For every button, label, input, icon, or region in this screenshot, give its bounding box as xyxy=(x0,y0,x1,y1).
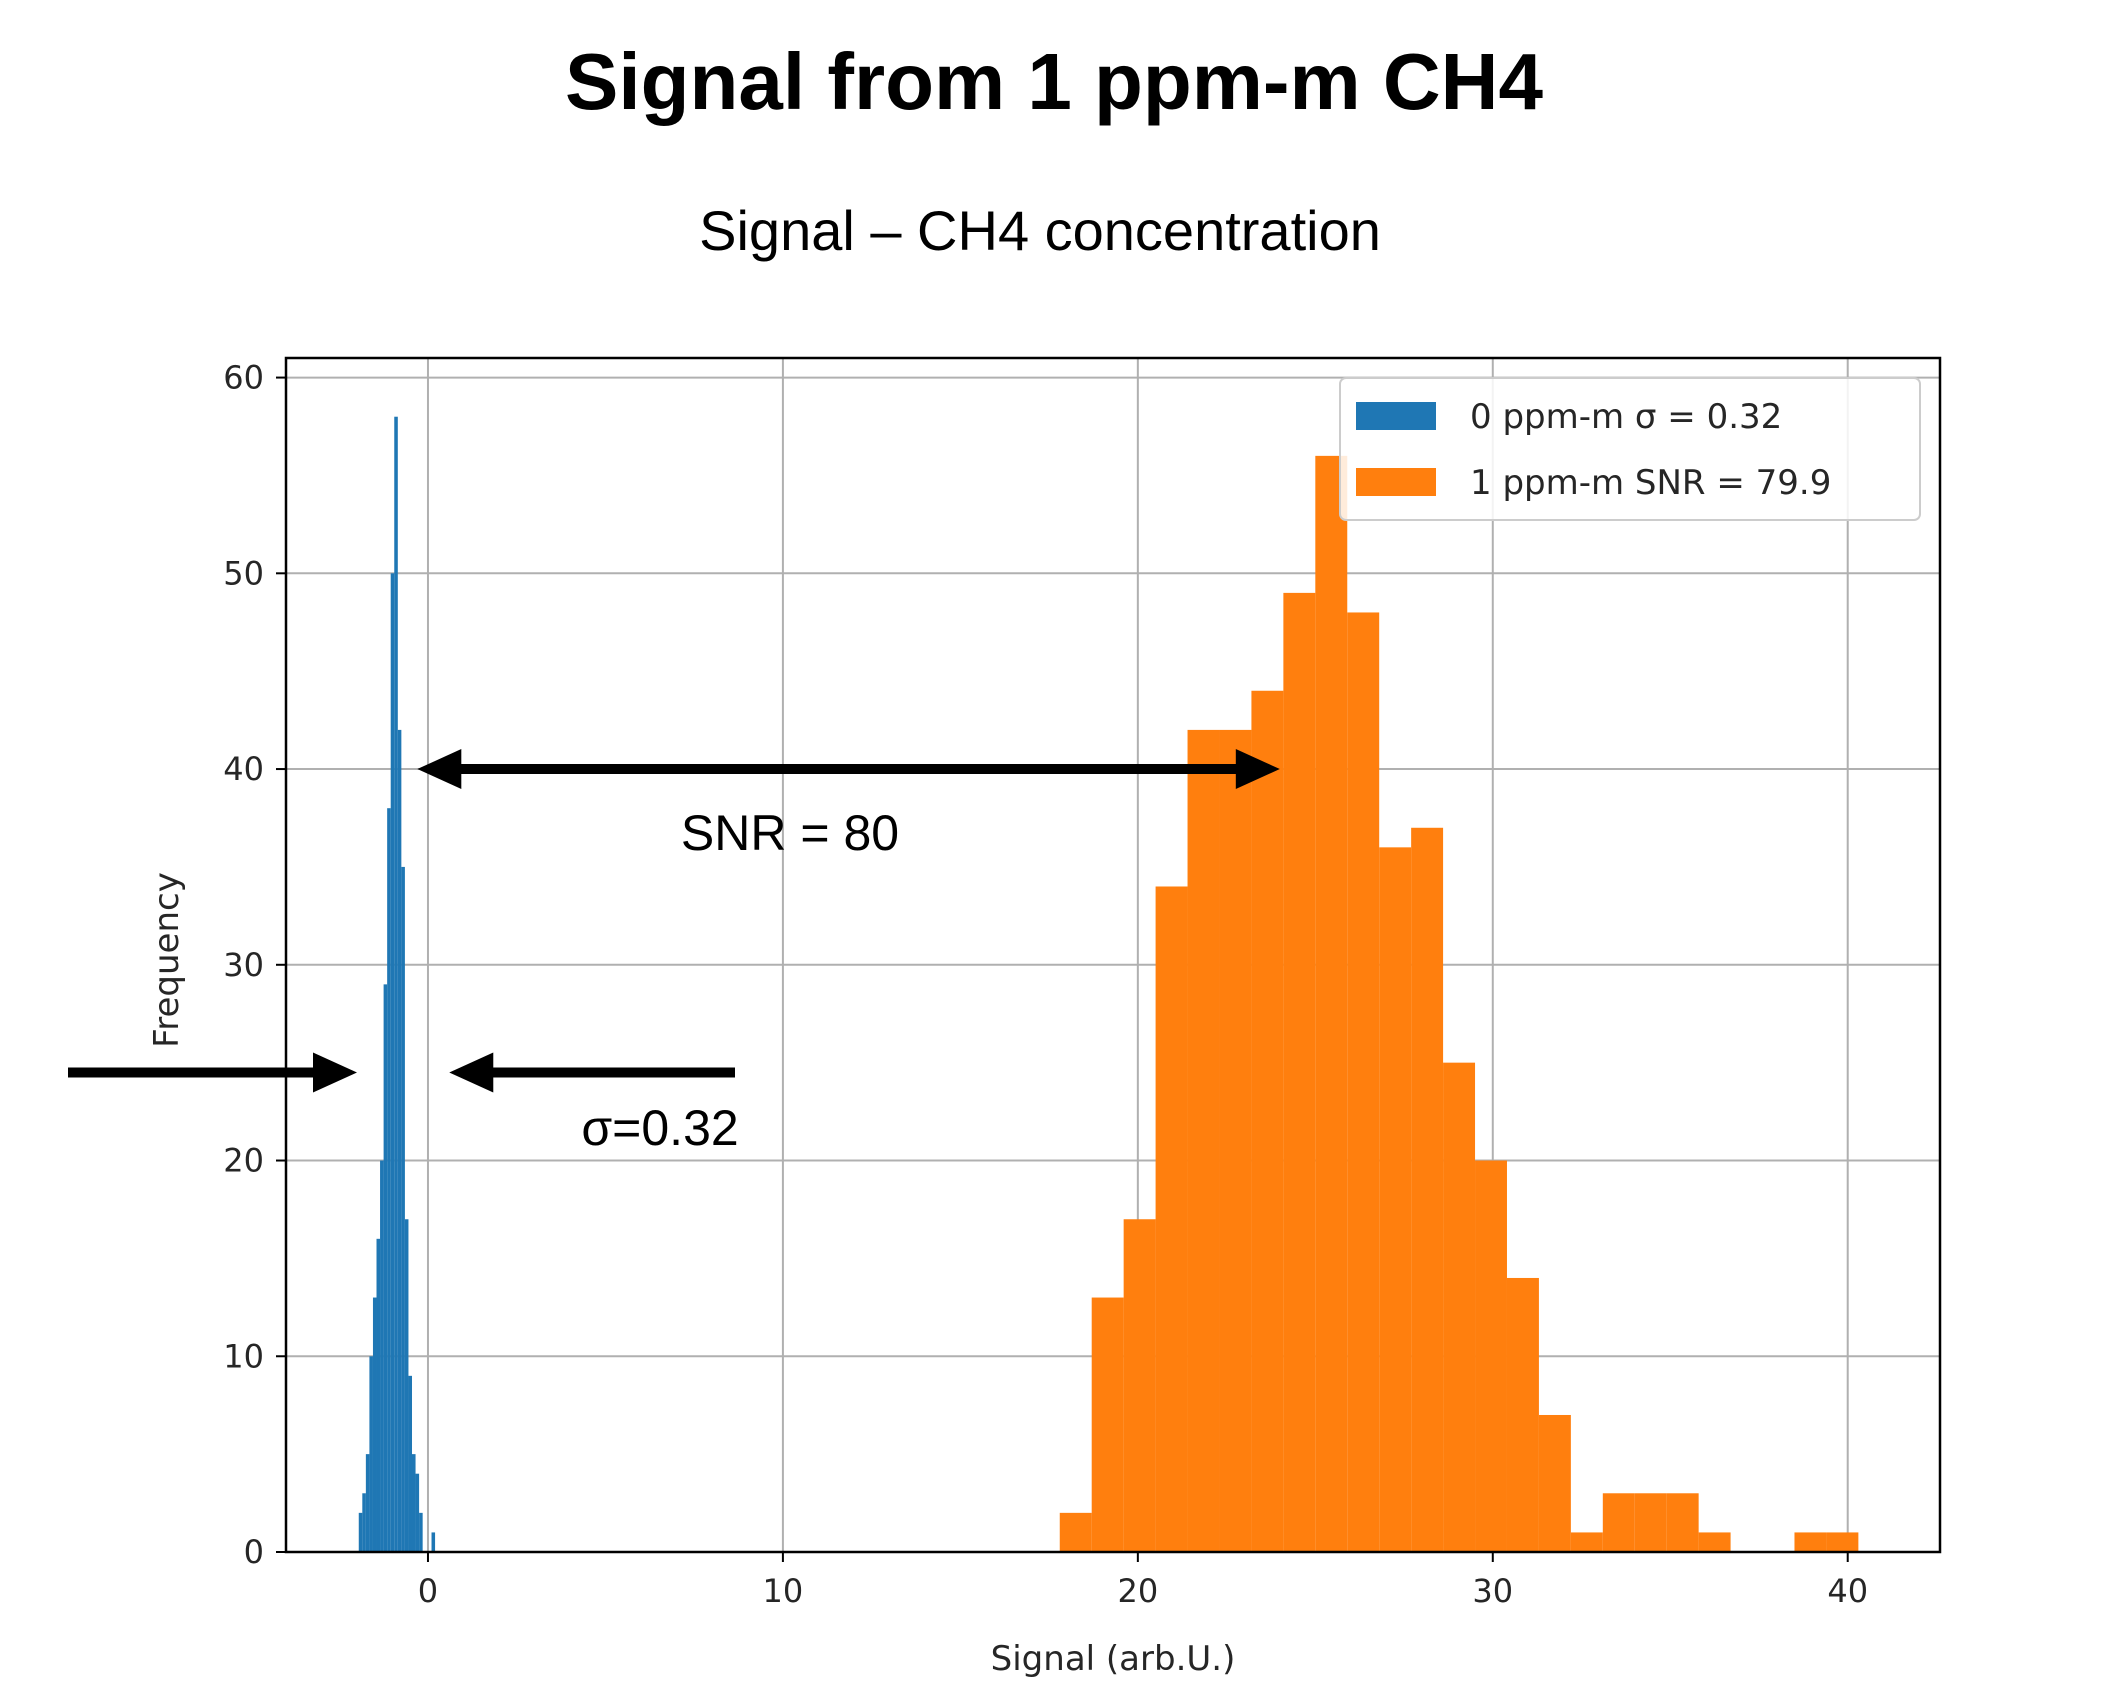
y-tick-label: 10 xyxy=(223,1337,264,1375)
sigma-right-arrowhead xyxy=(449,1052,494,1093)
histogram-bar-series-1 xyxy=(1155,886,1188,1552)
sigma-left-arrowhead xyxy=(312,1052,357,1093)
histogram-bar-series-0 xyxy=(369,1356,373,1552)
histogram-bar-series-0 xyxy=(387,808,391,1552)
histogram-bar-series-1 xyxy=(1411,827,1444,1552)
histogram-bar-series-0 xyxy=(372,1297,377,1552)
histogram-bar-series-1 xyxy=(1123,1219,1156,1552)
histogram-bar-series-1 xyxy=(1283,592,1316,1552)
histogram-bar-series-1 xyxy=(1634,1493,1667,1552)
y-tick-label: 30 xyxy=(223,946,264,984)
x-axis-label: Signal (arb.U.) xyxy=(991,1639,1236,1679)
histogram-bar-series-0 xyxy=(431,1532,436,1552)
histogram-bar-series-0 xyxy=(362,1493,366,1552)
histogram-bar-series-1 xyxy=(1219,729,1252,1552)
histogram-bar-series-1 xyxy=(1059,1512,1092,1552)
histogram-bar-series-1 xyxy=(1826,1532,1859,1552)
histogram-bar-series-0 xyxy=(408,1375,413,1552)
plot-frame xyxy=(284,356,1942,1554)
histogram-bar-series-0 xyxy=(394,416,398,1552)
slide-title: Signal from 1 ppm-m CH4 xyxy=(565,37,1543,126)
y-tick-label: 0 xyxy=(244,1533,264,1571)
histogram-bar-series-0 xyxy=(365,1454,370,1552)
x-tick-label: 0 xyxy=(418,1572,438,1610)
chart-title: Signal – CH4 concentration xyxy=(699,199,1381,262)
histogram-bar-series-0 xyxy=(397,729,402,1552)
histogram-bar-series-1 xyxy=(1602,1493,1635,1552)
histogram-bar-series-1 xyxy=(1506,1277,1539,1552)
histogram-bar-series-1 xyxy=(1347,612,1380,1552)
snr-arrowhead-right xyxy=(1235,749,1280,790)
histogram-bar-series-0 xyxy=(376,1238,381,1552)
histogram-bar-series-0 xyxy=(390,573,395,1552)
x-tick-label: 20 xyxy=(1117,1572,1158,1610)
snr-annotation-label: SNR = 80 xyxy=(681,805,899,861)
histogram-bar-series-1 xyxy=(1443,1062,1476,1552)
histogram-bar-series-0 xyxy=(401,866,405,1552)
axis-ticks: 0 10 20 30 40 0 10 20 30 40 50 60 xyxy=(223,359,1868,1610)
histogram-bar-series-1 xyxy=(1794,1532,1827,1552)
y-axis-label: Frequency xyxy=(147,872,187,1048)
x-tick-label: 40 xyxy=(1827,1572,1868,1610)
histogram-bar-series-1 xyxy=(1698,1532,1731,1552)
legend-swatch-0 xyxy=(1356,402,1436,430)
histogram-bar-series-1 xyxy=(1091,1297,1124,1552)
histogram-bar-series-1 xyxy=(1315,455,1348,1552)
legend-label-1: 1 ppm-m SNR = 79.9 xyxy=(1470,463,1831,503)
histogram-bar-series-1 xyxy=(1251,690,1284,1552)
histogram-bar-series-1 xyxy=(1666,1493,1699,1552)
histogram-bar-series-1 xyxy=(1187,729,1220,1552)
histogram-bar-series-1 xyxy=(1570,1532,1603,1552)
histogram-bar-series-0 xyxy=(404,1219,409,1552)
y-tick-label: 50 xyxy=(223,554,264,592)
y-tick-label: 60 xyxy=(223,359,264,397)
histogram-bar-series-0 xyxy=(380,1160,384,1552)
legend-swatch-1 xyxy=(1356,468,1436,496)
legend: 0 ppm-m σ = 0.32 1 ppm-m SNR = 79.9 xyxy=(1339,377,1921,521)
y-tick-label: 20 xyxy=(223,1142,264,1180)
legend-box xyxy=(1339,377,1921,521)
y-tick-label: 40 xyxy=(223,750,264,788)
histogram-bar-series-0 xyxy=(419,1512,423,1552)
histogram-bar-series-1 xyxy=(1538,1414,1571,1552)
histogram-bar-series-0 xyxy=(415,1473,420,1552)
legend-label-0: 0 ppm-m σ = 0.32 xyxy=(1470,397,1782,437)
histogram-bar-series-1 xyxy=(1475,1160,1507,1552)
annotations: SNR = 80 σ=0.32 xyxy=(68,749,1280,1156)
histogram-bar-series-0 xyxy=(383,984,388,1552)
histogram-bar-series-1 xyxy=(1379,847,1412,1552)
sigma-annotation-label: σ=0.32 xyxy=(581,1100,738,1156)
snr-arrowhead-left xyxy=(417,749,462,790)
histogram-bars xyxy=(358,416,1859,1552)
x-tick-label: 30 xyxy=(1472,1572,1513,1610)
histogram-bar-series-0 xyxy=(358,1512,363,1552)
x-tick-label: 10 xyxy=(763,1572,804,1610)
histogram-bar-series-0 xyxy=(412,1454,416,1552)
